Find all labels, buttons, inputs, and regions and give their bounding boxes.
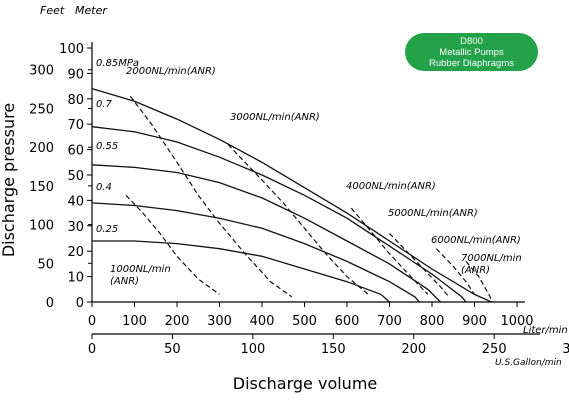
x-liter-tick-label: 1000 xyxy=(500,314,533,329)
x-liter-tick-label: 500 xyxy=(292,314,317,329)
y-feet-tick-label: 0 xyxy=(46,296,54,311)
x-gallon-tick-label: 250 xyxy=(482,342,507,357)
pressure-curve-04 xyxy=(91,202,420,303)
badge-model: D800 xyxy=(460,36,483,47)
air-label: 6000NL/min(ANR) xyxy=(431,235,521,246)
pressure-label: 0.7 xyxy=(96,99,113,110)
y-meter-tick-label: 70 xyxy=(67,118,84,133)
x-liter-tick-label: 200 xyxy=(165,314,190,329)
x-liter-tick-label: 300 xyxy=(207,314,232,329)
y-meter-tick-label: 30 xyxy=(67,220,84,235)
x-gallon-tick-label: 150 xyxy=(321,342,346,357)
x-axis-label: Discharge volume xyxy=(233,374,378,393)
unit-meter: Meter xyxy=(75,4,108,17)
air-label: 7000NL/min xyxy=(461,253,522,264)
y-meter-tick-label: 90 xyxy=(67,67,84,82)
axes: 0102030405060708090100050100150200250300… xyxy=(29,42,569,368)
air-curve-1000NLminANR xyxy=(125,194,220,295)
air-label: 1000NL/min xyxy=(110,264,171,275)
y-meter-tick-label: 50 xyxy=(67,169,84,184)
x-liter-tick-label: 600 xyxy=(335,314,360,329)
pressure-label: 0.85MPa xyxy=(96,58,139,69)
pressure-curve-025 xyxy=(92,240,390,303)
pressure-label: 0.55 xyxy=(96,141,118,152)
x-gallon-tick-label: 50 xyxy=(164,342,181,357)
badge-diaphragm: Rubber Diaphragms xyxy=(428,58,514,69)
x-liter-tick-label: 100 xyxy=(122,314,147,329)
unit-feet: Feet xyxy=(40,4,65,17)
series-lines xyxy=(91,87,493,303)
air-curve-4000NLminANR xyxy=(350,207,429,295)
y-feet-tick-label: 200 xyxy=(29,141,54,156)
badge-pump-type: Metallic Pumps xyxy=(439,47,504,58)
y-feet-tick-label: 250 xyxy=(29,102,54,117)
y-feet-tick-label: 50 xyxy=(37,257,54,272)
y-feet-tick-label: 300 xyxy=(29,64,54,79)
y-feet-tick-label: 150 xyxy=(29,180,54,195)
air-curve-5000NLminANR xyxy=(389,232,450,298)
air-curve-3000NLminANR xyxy=(227,144,369,295)
y-meter-tick-label: 40 xyxy=(67,194,84,209)
pressure-curve-07 xyxy=(91,126,467,303)
y-axis-label: Discharge pressure xyxy=(0,103,18,257)
pressure-label: 0.25 xyxy=(96,224,118,235)
x-gallon-tick-label: 0 xyxy=(88,342,96,357)
x-liter-unit: Liter/min xyxy=(523,325,568,336)
air-label: 4000NL/min(ANR) xyxy=(346,181,436,192)
x-gallon-unit: U.S.Gallon/min xyxy=(495,358,562,368)
pressure-label: 0.4 xyxy=(96,182,112,193)
air-label: (ANR) xyxy=(461,265,490,276)
air-curve-6000NLminANR xyxy=(435,248,475,295)
y-meter-tick-label: 100 xyxy=(59,42,84,57)
series-labels: 0.85MPa0.70.550.40.251000NL/min(ANR)2000… xyxy=(96,58,522,287)
air-curve-2000NLminANR xyxy=(129,95,293,298)
pressure-curve-055 xyxy=(91,164,441,303)
x-liter-tick-label: 800 xyxy=(420,314,445,329)
air-curve-7000NLminANR xyxy=(465,261,493,300)
y-meter-tick-label: 60 xyxy=(67,144,84,159)
air-label: (ANR) xyxy=(110,276,139,287)
air-label: 5000NL/min(ANR) xyxy=(388,208,478,219)
air-label: 3000NL/min(ANR) xyxy=(230,112,320,123)
pressure-curve-085MPa xyxy=(91,87,492,303)
air-label: 2000NL/min(ANR) xyxy=(126,66,216,77)
y-feet-tick-label: 100 xyxy=(29,219,54,234)
x-gallon-tick-label: 300 xyxy=(562,342,569,357)
y-meter-tick-label: 0 xyxy=(76,296,84,311)
x-liter-tick-label: 900 xyxy=(462,314,487,329)
x-gallon-tick-label: 100 xyxy=(240,342,265,357)
y-meter-tick-label: 20 xyxy=(67,245,84,260)
x-liter-tick-label: 0 xyxy=(88,314,96,329)
x-liter-tick-label: 400 xyxy=(250,314,275,329)
model-badge: D800 Metallic Pumps Rubber Diaphragms xyxy=(405,33,538,71)
y-meter-tick-label: 80 xyxy=(67,93,84,108)
y-meter-tick-label: 10 xyxy=(67,271,84,286)
x-gallon-tick-label: 200 xyxy=(401,342,426,357)
x-liter-tick-label: 700 xyxy=(377,314,402,329)
